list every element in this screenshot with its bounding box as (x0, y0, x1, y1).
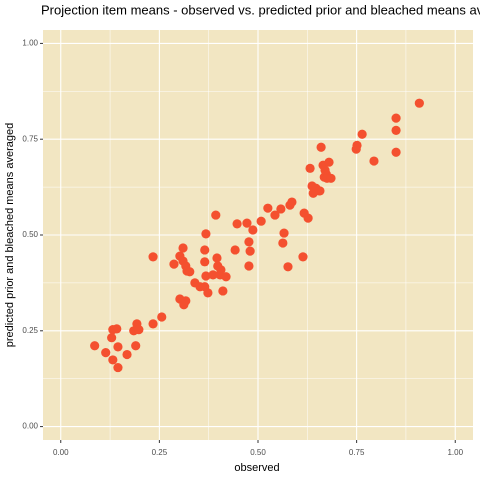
point (212, 253, 222, 263)
y-tick-label: 0.50 (22, 230, 38, 239)
point (122, 349, 132, 360)
point (134, 325, 144, 335)
point (181, 296, 191, 306)
point (108, 355, 118, 365)
point (90, 341, 100, 351)
point (256, 216, 266, 226)
point (201, 229, 211, 239)
y-tick-label: 0.25 (22, 326, 38, 335)
point (218, 286, 228, 296)
point (230, 245, 240, 255)
point (185, 267, 195, 277)
point (107, 333, 117, 343)
point (221, 272, 231, 282)
point (248, 225, 258, 235)
point (201, 271, 211, 281)
point (244, 261, 254, 271)
point (391, 125, 401, 135)
x-tick-label: 1.00 (447, 448, 463, 457)
y-tick-label: 0.75 (22, 134, 38, 143)
point (157, 312, 167, 322)
point (112, 324, 122, 334)
point (414, 98, 424, 108)
point (244, 237, 254, 247)
point (270, 210, 280, 220)
point (211, 210, 221, 220)
point (263, 203, 273, 213)
point (169, 259, 179, 269)
point (232, 219, 242, 229)
point (369, 156, 379, 166)
x-axis-title: observed (234, 462, 279, 474)
point (203, 288, 213, 298)
point (200, 245, 210, 255)
point (245, 246, 255, 256)
point (178, 243, 188, 253)
x-tick-label: 0.75 (349, 448, 365, 457)
point (303, 213, 313, 223)
point (148, 319, 158, 329)
point (315, 186, 325, 196)
point (283, 262, 293, 272)
point (287, 197, 297, 207)
point (148, 252, 158, 262)
point (208, 270, 218, 280)
x-tick-label: 0.50 (250, 448, 266, 457)
point (320, 165, 330, 175)
point (326, 173, 336, 183)
point (298, 252, 308, 262)
chart-title: Projection item means - observed vs. pre… (41, 2, 480, 17)
point (307, 181, 317, 191)
x-tick-label: 0.00 (53, 448, 69, 457)
y-tick-label: 0.00 (22, 422, 38, 431)
point (324, 157, 334, 167)
y-tick-label: 1.00 (22, 39, 38, 48)
point (279, 228, 289, 238)
point (391, 113, 401, 123)
point (276, 204, 286, 214)
y-axis-title: predicted prior and bleached means avera… (4, 123, 16, 347)
point (357, 129, 367, 139)
point (131, 341, 141, 351)
point (242, 218, 252, 228)
point (305, 163, 315, 173)
point (391, 147, 401, 157)
point (316, 142, 326, 152)
point (352, 140, 362, 150)
point (113, 362, 123, 373)
point (278, 238, 288, 248)
point (101, 348, 111, 358)
point (200, 257, 210, 267)
point (113, 342, 123, 352)
x-tick-label: 0.25 (152, 448, 168, 457)
